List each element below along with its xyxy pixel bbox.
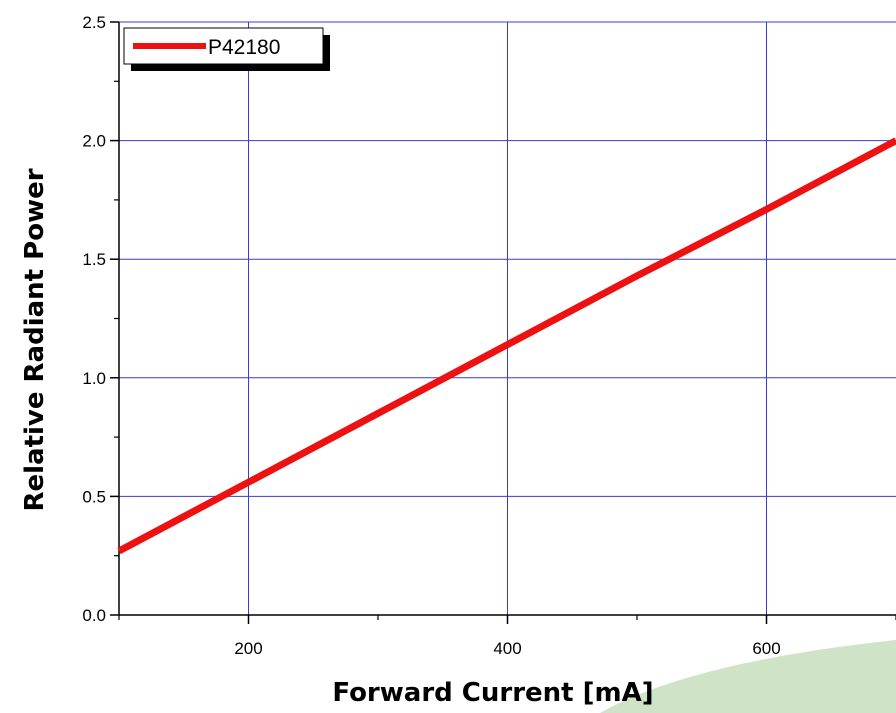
x-tick-label: 200 (234, 639, 262, 658)
series-line-0 (117, 137, 896, 555)
y-tick-label: 0.0 (82, 606, 106, 625)
ticks: 200 400 600 0.0 0.5 1.0 1.5 2.0 2.5 (82, 13, 896, 658)
y-tick-label: 0.5 (82, 487, 106, 506)
legend: P42180 (123, 27, 330, 71)
x-axis-title: Forward Current [mA] (332, 678, 653, 708)
y-tick-label: 1.0 (82, 369, 106, 388)
legend-label: P42180 (208, 36, 280, 59)
series-layer (117, 137, 896, 555)
x-tick-label: 400 (493, 639, 521, 658)
grid (119, 21, 896, 615)
background-swoosh (600, 640, 896, 713)
x-tick-label: 600 (752, 639, 780, 658)
y-tick-label: 2.0 (82, 132, 106, 151)
y-tick-label: 2.5 (82, 13, 106, 32)
y-tick-label: 1.5 (82, 250, 106, 269)
y-axis-title: Relative Radiant Power (20, 168, 50, 511)
